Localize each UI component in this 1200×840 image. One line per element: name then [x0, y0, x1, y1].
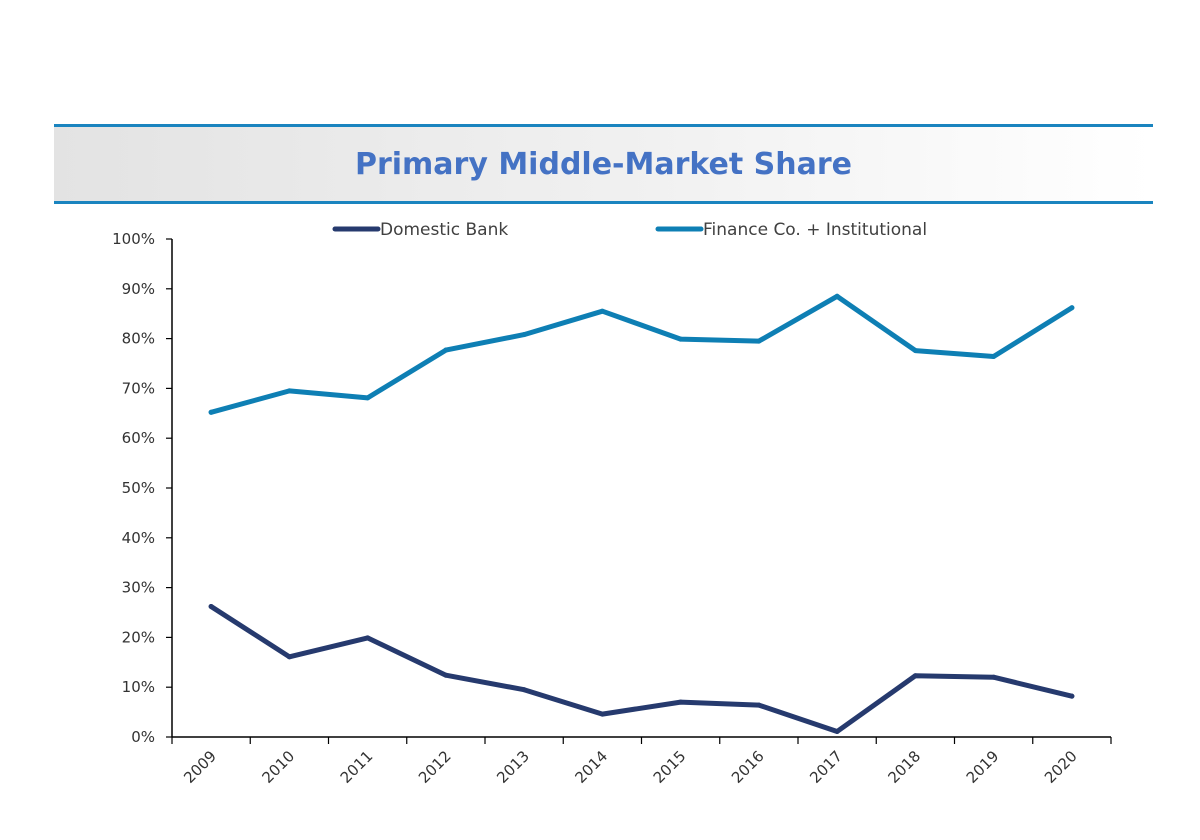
y-tick-label: 10% [122, 678, 155, 696]
x-tick-label: 2013 [493, 747, 533, 787]
data-point [991, 354, 997, 360]
data-point [443, 672, 449, 678]
series-layer [208, 293, 1075, 735]
data-point [208, 604, 214, 610]
data-point [208, 409, 214, 415]
data-point [756, 338, 762, 344]
data-point [678, 336, 684, 342]
data-point [912, 673, 918, 679]
data-point [599, 711, 605, 717]
y-tick-label: 70% [122, 379, 155, 397]
y-tick-label: 30% [122, 579, 155, 597]
y-tick-label: 100% [112, 230, 155, 248]
x-tick-label: 2016 [728, 747, 768, 787]
x-tick-label: 2011 [337, 747, 377, 787]
data-point [521, 332, 527, 338]
x-tick-label: 2015 [650, 747, 690, 787]
x-tick-label: 2009 [180, 747, 220, 787]
data-point [912, 348, 918, 354]
data-point [599, 308, 605, 314]
y-tick-label: 20% [122, 628, 155, 646]
data-point [678, 699, 684, 705]
x-tick-label: 2010 [258, 747, 298, 787]
legend-label: Finance Co. + Institutional [703, 220, 927, 240]
data-point [365, 395, 371, 401]
data-point [443, 347, 449, 353]
y-axis: 0% 10% 20% 30% 40% 50% 60% 70% 80% 90% 100% [112, 230, 173, 746]
x-tick-label: 2017 [806, 747, 846, 787]
data-point [991, 674, 997, 680]
data-point [834, 729, 840, 735]
series-line-0 [208, 604, 1075, 734]
data-point [756, 702, 762, 708]
x-tick-label: 2020 [1041, 747, 1081, 787]
data-point [286, 654, 292, 660]
series-line-1 [208, 293, 1075, 415]
y-tick-label: 0% [131, 728, 155, 746]
y-tick-label: 90% [122, 280, 155, 298]
data-point [1069, 693, 1075, 699]
data-point [521, 687, 527, 693]
y-tick-label: 50% [122, 479, 155, 497]
data-point [834, 293, 840, 299]
y-tick-label: 40% [122, 529, 155, 547]
y-tick-label: 60% [122, 429, 155, 447]
data-point [286, 388, 292, 394]
legend-label: Domestic Bank [380, 220, 508, 240]
x-tick-label: 2019 [963, 747, 1003, 787]
chart-title-band: Primary Middle-Market Share [54, 124, 1153, 204]
x-tick-label: 2018 [884, 747, 924, 787]
x-tick-label: 2014 [571, 747, 611, 787]
x-tick-label: 2012 [415, 747, 455, 787]
x-axis: 2009 2010 2011 2012 2013 2014 2015 2016 2017 2018… [171, 736, 1112, 787]
data-point [365, 635, 371, 641]
chart-title: Primary Middle-Market Share [354, 147, 853, 182]
data-point [1069, 305, 1075, 311]
y-tick-label: 80% [122, 330, 155, 348]
legend: Domestic Bank Finance Co. + Institutional [332, 220, 927, 240]
